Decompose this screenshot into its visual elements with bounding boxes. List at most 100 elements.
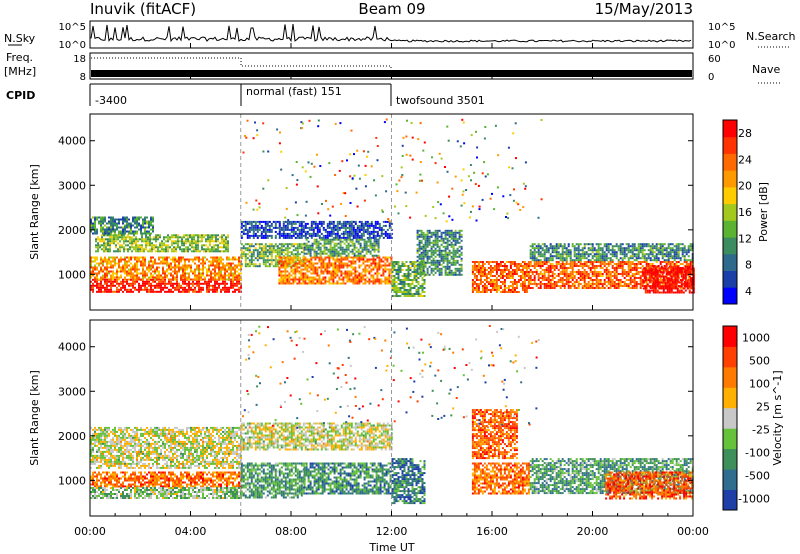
echo-cell <box>509 285 512 287</box>
echo-cell <box>541 283 544 285</box>
echo-cell <box>146 266 148 269</box>
echo-cell <box>248 226 251 229</box>
echo-cell <box>216 278 218 281</box>
echo-cell <box>523 273 526 275</box>
echo-cell <box>625 283 628 285</box>
echo-cell <box>369 238 372 241</box>
echo-cell <box>430 249 433 252</box>
echo-cell <box>164 276 166 279</box>
echo-cell <box>401 279 404 281</box>
echo-cell <box>240 278 242 281</box>
echo-cell <box>393 265 396 267</box>
echo-cell <box>195 250 197 253</box>
echo-cell <box>320 272 323 275</box>
echo-cell <box>409 267 412 269</box>
echo-cell <box>390 280 393 283</box>
echo-cell <box>344 230 347 233</box>
echo-cell <box>350 228 353 231</box>
echo-cell <box>160 276 162 279</box>
echo-cell <box>119 246 121 249</box>
echo-cell <box>358 226 361 229</box>
echo-cell <box>611 265 614 267</box>
echo-cell <box>397 271 400 273</box>
echo-cell <box>475 269 478 271</box>
echo-cell <box>284 258 287 261</box>
echo-cell <box>248 228 251 231</box>
echo-cell <box>308 262 311 265</box>
echo-cell <box>348 234 351 237</box>
echo-cell <box>535 263 538 265</box>
echo-cell <box>161 244 163 247</box>
echo-cell <box>118 266 120 269</box>
echo-cell <box>343 250 346 253</box>
echo-cell <box>537 275 540 277</box>
echo-cell <box>328 256 331 259</box>
echo-cell <box>335 250 338 253</box>
echo-cell <box>167 246 169 249</box>
echo-cell <box>172 276 174 279</box>
echo-cell <box>90 284 92 287</box>
echo-cell <box>541 269 544 271</box>
echo-cell <box>145 238 147 241</box>
echo-cell <box>458 255 461 258</box>
echo-cell <box>382 268 385 271</box>
echo-cell <box>177 238 179 241</box>
echo-cell <box>94 260 96 263</box>
echo-cell <box>248 263 251 266</box>
echo-cell <box>357 240 360 243</box>
echo-cell <box>511 285 514 287</box>
echo-cell <box>103 242 105 245</box>
echo-cell <box>200 258 202 261</box>
echo-cell <box>318 282 321 285</box>
echo-cell <box>90 260 92 263</box>
echo-cell <box>270 245 273 248</box>
echo-cell <box>216 288 218 291</box>
echo-cell <box>168 278 170 281</box>
echo-cell <box>171 248 173 251</box>
echo-cell <box>503 269 506 271</box>
echo-cell <box>242 245 245 248</box>
echo-cell <box>591 275 594 277</box>
echo-cell <box>248 261 251 264</box>
echo-cell <box>290 268 293 271</box>
echo-cell <box>575 263 578 265</box>
echo-cell <box>426 243 429 246</box>
echo-cell <box>100 262 102 265</box>
echo-cell <box>212 278 214 281</box>
echo-cell <box>426 235 429 238</box>
echo-cell <box>450 273 453 276</box>
echo-cell <box>167 236 169 239</box>
echo-cell <box>178 256 180 259</box>
echo-cell <box>266 255 269 258</box>
echo-cell <box>155 246 157 249</box>
echo-cell <box>232 262 234 265</box>
echo-cell <box>418 235 421 238</box>
echo-cell <box>361 238 364 241</box>
echo-cell <box>136 276 138 279</box>
echo-cell <box>184 282 186 285</box>
echo-cell <box>645 281 648 283</box>
echo-cell <box>639 275 642 277</box>
echo-cell <box>124 224 126 227</box>
echo-cell <box>230 282 232 285</box>
echo-cell <box>515 263 518 265</box>
echo-cell <box>421 261 424 263</box>
echo-cell <box>109 244 111 247</box>
echo-cell <box>350 226 353 229</box>
echo-cell <box>324 262 327 265</box>
echo-cell <box>158 262 160 265</box>
echo-cell <box>324 270 327 273</box>
echo-cell <box>164 256 166 259</box>
echo-cell <box>495 265 498 267</box>
echo-cell <box>158 290 160 293</box>
echo-cell <box>342 272 345 275</box>
echo-cell <box>294 253 297 256</box>
echo-cell <box>360 272 363 275</box>
echo-cell <box>399 279 402 281</box>
echo-cell <box>252 255 255 258</box>
echo-cell <box>639 283 642 285</box>
echo-cell <box>561 285 564 287</box>
echo-cell <box>152 224 154 227</box>
echo-cell <box>286 245 289 248</box>
